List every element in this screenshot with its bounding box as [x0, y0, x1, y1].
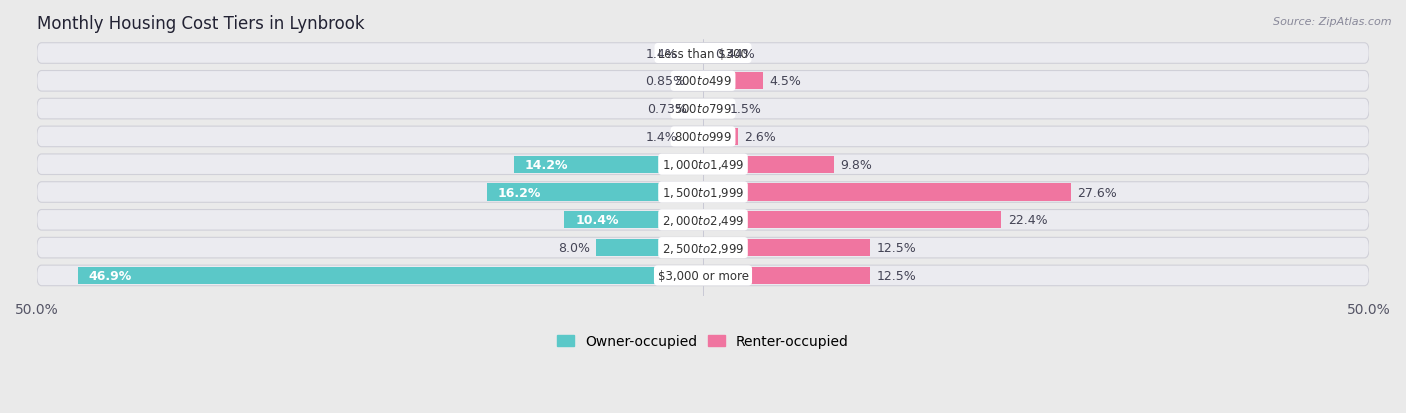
FancyBboxPatch shape — [37, 154, 1369, 175]
Bar — [685, 128, 703, 146]
FancyBboxPatch shape — [37, 266, 1369, 286]
Text: $2,000 to $2,499: $2,000 to $2,499 — [662, 213, 744, 227]
Text: $2,500 to $2,999: $2,500 to $2,999 — [662, 241, 744, 255]
Text: 16.2%: 16.2% — [498, 186, 541, 199]
FancyBboxPatch shape — [37, 71, 1369, 92]
Text: $1,500 to $1,999: $1,500 to $1,999 — [662, 185, 744, 199]
Text: 27.6%: 27.6% — [1077, 186, 1118, 199]
Text: 1.4%: 1.4% — [645, 131, 678, 144]
Bar — [486, 184, 703, 201]
Bar — [692, 73, 703, 90]
Text: 12.5%: 12.5% — [876, 269, 915, 282]
FancyBboxPatch shape — [37, 182, 1369, 203]
Bar — [693, 101, 703, 118]
Bar — [685, 45, 703, 62]
Bar — [564, 212, 703, 229]
FancyBboxPatch shape — [37, 210, 1369, 230]
Bar — [596, 240, 703, 256]
Bar — [703, 156, 834, 173]
Text: 0.85%: 0.85% — [645, 75, 685, 88]
Text: Source: ZipAtlas.com: Source: ZipAtlas.com — [1274, 17, 1392, 26]
Text: 22.4%: 22.4% — [1008, 214, 1047, 227]
Text: 14.2%: 14.2% — [524, 158, 568, 171]
Bar — [703, 101, 723, 118]
FancyBboxPatch shape — [37, 99, 1369, 120]
FancyBboxPatch shape — [37, 238, 1369, 258]
Text: $3,000 or more: $3,000 or more — [658, 269, 748, 282]
FancyBboxPatch shape — [37, 44, 1369, 64]
Legend: Owner-occupied, Renter-occupied: Owner-occupied, Renter-occupied — [551, 329, 855, 354]
Text: 12.5%: 12.5% — [876, 242, 915, 254]
Text: 2.6%: 2.6% — [744, 131, 776, 144]
Bar — [703, 45, 709, 62]
Bar — [79, 267, 703, 284]
Text: $800 to $999: $800 to $999 — [673, 131, 733, 144]
Text: 4.5%: 4.5% — [769, 75, 801, 88]
Text: 1.4%: 1.4% — [645, 47, 678, 60]
Text: $1,000 to $1,499: $1,000 to $1,499 — [662, 158, 744, 172]
Text: 10.4%: 10.4% — [575, 214, 619, 227]
Text: 9.8%: 9.8% — [841, 158, 872, 171]
Text: 46.9%: 46.9% — [89, 269, 132, 282]
Text: Monthly Housing Cost Tiers in Lynbrook: Monthly Housing Cost Tiers in Lynbrook — [37, 15, 364, 33]
Bar — [703, 73, 763, 90]
Text: 0.73%: 0.73% — [647, 103, 686, 116]
Text: 0.44%: 0.44% — [716, 47, 755, 60]
Bar — [703, 212, 1001, 229]
Bar — [703, 128, 738, 146]
FancyBboxPatch shape — [37, 127, 1369, 147]
Bar — [513, 156, 703, 173]
Text: $300 to $499: $300 to $499 — [673, 75, 733, 88]
Text: $500 to $799: $500 to $799 — [673, 103, 733, 116]
Bar — [703, 184, 1071, 201]
Text: 1.5%: 1.5% — [730, 103, 762, 116]
Text: Less than $300: Less than $300 — [658, 47, 748, 60]
Bar — [703, 267, 869, 284]
Text: 8.0%: 8.0% — [558, 242, 589, 254]
Bar — [703, 240, 869, 256]
